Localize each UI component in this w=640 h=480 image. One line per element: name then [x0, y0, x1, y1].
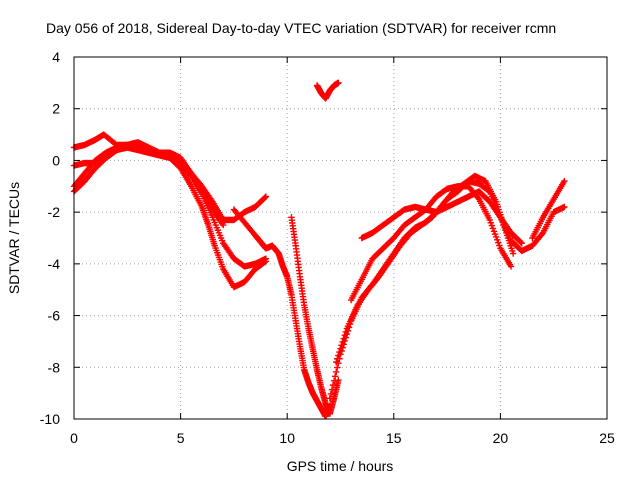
data-point — [489, 225, 497, 232]
data-point — [538, 230, 546, 238]
data-point — [488, 222, 496, 229]
data-point — [262, 193, 270, 200]
data-point — [517, 238, 524, 246]
data-point — [474, 194, 482, 202]
y-tick-label: -4 — [48, 256, 61, 272]
grid-lines — [74, 57, 607, 419]
data-point — [327, 390, 335, 398]
data-point — [491, 230, 499, 238]
data-point — [487, 219, 495, 226]
data-series-6 — [288, 214, 342, 418]
data-series-4 — [70, 141, 227, 229]
data-point — [220, 221, 227, 229]
data-series-12 — [529, 177, 568, 242]
x-tick-label: 5 — [177, 430, 185, 446]
x-axis-label: GPS time / hours — [287, 458, 394, 474]
chart-title: Day 056 of 2018, Sidereal Day-to-day VTE… — [46, 20, 556, 36]
data-point — [334, 364, 341, 371]
data-point — [339, 338, 346, 346]
data-series-11 — [358, 188, 525, 247]
x-tick-label: 25 — [599, 430, 615, 446]
data-point — [492, 233, 500, 241]
data-point — [340, 335, 347, 342]
data-series-7 — [313, 79, 342, 102]
data-point — [509, 250, 517, 257]
y-tick-label: -2 — [48, 204, 61, 220]
data-point — [326, 395, 334, 402]
data-point — [507, 263, 515, 270]
data-point — [328, 386, 336, 393]
data-point — [330, 377, 338, 384]
x-tick-label: 0 — [70, 430, 78, 446]
data-point — [335, 352, 342, 359]
data-point — [338, 342, 345, 349]
data-series-8 — [326, 177, 568, 402]
y-tick-label: -6 — [48, 308, 61, 324]
y-tick-label: 4 — [52, 49, 60, 65]
data-point — [261, 194, 269, 201]
data-point — [494, 236, 501, 244]
plot-marks — [70, 79, 568, 420]
y-tick-label: 2 — [52, 101, 60, 117]
y-axis-label: SDTVAR / TECUs — [6, 182, 22, 294]
data-series-9 — [333, 172, 517, 366]
data-point — [337, 345, 344, 352]
data-point — [561, 177, 568, 185]
x-tick-label: 20 — [493, 430, 509, 446]
data-point — [335, 79, 342, 87]
plot-frame — [73, 56, 608, 420]
data-point — [333, 368, 340, 376]
data-point — [561, 203, 568, 211]
data-point — [486, 216, 493, 224]
x-tick-label: 10 — [279, 430, 295, 446]
x-tick-label: 15 — [386, 430, 402, 446]
data-point — [342, 328, 350, 336]
data-point — [490, 228, 498, 235]
data-series-3 — [70, 131, 270, 224]
data-series-5 — [230, 206, 334, 420]
y-tick-label: -8 — [48, 359, 61, 375]
data-point — [331, 373, 339, 380]
data-point — [495, 239, 502, 246]
data-point — [334, 355, 341, 362]
y-tick-label: -10 — [40, 411, 60, 427]
data-point — [333, 358, 340, 366]
data-point — [329, 381, 337, 389]
data-point — [518, 239, 525, 247]
data-point — [336, 348, 343, 356]
data-point — [341, 332, 348, 339]
data-point — [262, 255, 270, 262]
y-tick-label: 0 — [52, 152, 60, 168]
data-point — [496, 242, 503, 249]
